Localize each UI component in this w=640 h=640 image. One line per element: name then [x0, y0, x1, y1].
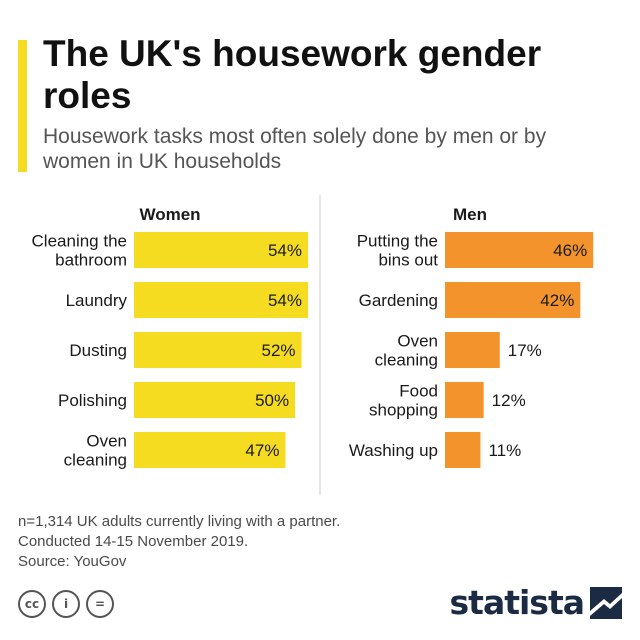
panel-header-women: Women — [139, 205, 200, 224]
bar-men-2 — [445, 332, 500, 368]
category-label-men-4-0: Washing up — [349, 441, 438, 460]
category-label-men-1-0: Gardening — [359, 291, 438, 310]
bar-women-3 — [134, 382, 296, 418]
value-label-women-3: 50% — [255, 391, 289, 410]
bar-women-1 — [134, 282, 308, 318]
category-label-men-2-1: cleaning — [375, 351, 438, 370]
category-label-men-3-0: Food — [399, 382, 438, 401]
bar-women-0 — [134, 232, 308, 268]
value-label-men-1: 42% — [540, 291, 574, 310]
bar-men-4 — [445, 432, 481, 468]
category-label-women-3-0: Polishing — [58, 391, 127, 410]
value-label-women-0: 54% — [268, 241, 302, 260]
category-label-women-4-0: Oven — [86, 432, 127, 451]
footnote-sample: n=1,314 UK adults currently living with … — [18, 513, 341, 530]
statista-logo[interactable]: statista — [450, 583, 622, 623]
category-label-women-4-1: cleaning — [64, 451, 127, 470]
bar-women-2 — [134, 332, 302, 368]
category-label-men-0-0: Putting the — [357, 232, 438, 251]
chart-title: The UK's housework gender roles — [43, 33, 542, 116]
statista-wordmark: statista — [449, 583, 585, 622]
bar-women-4 — [134, 432, 286, 468]
category-label-women-0-0: Cleaning the — [32, 232, 127, 251]
footnote-date: Conducted 14-15 November 2019. — [18, 533, 249, 550]
value-label-men-4: 11% — [488, 441, 521, 460]
footnote: n=1,314 UK adults currently living with … — [18, 512, 340, 572]
bar-men-1 — [445, 282, 581, 318]
category-label-women-0-1: bathroom — [55, 251, 127, 270]
panel-header-men: Men — [453, 205, 487, 224]
value-label-men-0: 46% — [553, 241, 587, 260]
category-label-men-2-0: Oven — [397, 332, 438, 351]
value-label-women-4: 47% — [245, 441, 279, 460]
nd-equals-icon[interactable]: = — [86, 590, 114, 618]
bar-men-3 — [445, 382, 484, 418]
by-attribution-icon[interactable]: i — [52, 590, 80, 618]
category-label-women-1-0: Laundry — [66, 291, 128, 310]
bar-men-0 — [445, 232, 594, 268]
category-label-men-3-1: shopping — [369, 401, 438, 420]
statista-logo-icon — [590, 587, 622, 619]
value-label-men-3: 12% — [492, 391, 526, 410]
license-icons: cc i = — [18, 590, 114, 618]
footnote-source: Source: YouGov — [18, 553, 127, 570]
cc-icon[interactable]: cc — [18, 590, 46, 618]
chart-subtitle: Housework tasks most often solely done b… — [43, 125, 547, 173]
value-label-women-2: 52% — [262, 341, 296, 360]
value-label-men-2: 17% — [508, 341, 542, 360]
value-label-women-1: 54% — [268, 291, 302, 310]
title-accent-bar — [18, 40, 27, 172]
category-label-men-0-1: bins out — [378, 251, 438, 270]
category-label-women-2-0: Dusting — [69, 341, 127, 360]
